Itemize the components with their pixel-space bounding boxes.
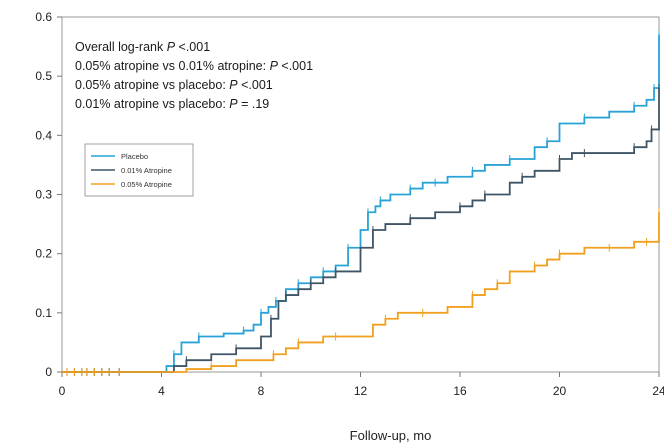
- series-line-1: [62, 88, 660, 373]
- x-tick-label: 24: [652, 384, 664, 398]
- stat-segment: Overall log-rank: [75, 40, 167, 54]
- stat-line-3: 0.01% atropine vs placebo: P = .19: [75, 97, 269, 111]
- stat-segment: <.001: [175, 40, 210, 54]
- x-axis-label: Follow-up, mo: [350, 428, 432, 443]
- legend-label: 0.05% Atropine: [121, 180, 172, 189]
- stat-segment: 0.05% atropine vs placebo:: [75, 78, 229, 92]
- axes: 0 0.1 0.2 0.3 0.4 0.5 0.6 0 4 8 12 16 20 24: [35, 10, 664, 398]
- stat-line-2: 0.05% atropine vs placebo: P <.001: [75, 78, 273, 92]
- stat-segment: 0.01% atropine vs placebo:: [75, 97, 229, 111]
- x-tick-label: 8: [258, 384, 265, 398]
- stat-line-0: Overall log-rank P <.001: [75, 40, 210, 54]
- series-layer: [62, 30, 660, 376]
- stat-segment: P: [229, 97, 238, 111]
- y-tick-label: 0.5: [35, 69, 52, 83]
- x-tick-label: 0: [59, 384, 66, 398]
- stat-segment: <.001: [238, 78, 273, 92]
- series-line-0: [62, 34, 660, 373]
- stat-segment: = .19: [238, 97, 270, 111]
- y-tick-label: 0.2: [35, 247, 52, 261]
- y-tick-label: 0.1: [35, 306, 52, 320]
- stat-segment: P: [270, 59, 279, 73]
- y-tick-label: 0.6: [35, 10, 52, 24]
- legend: Placebo 0.01% Atropine 0.05% Atropine: [84, 143, 194, 197]
- y-tick-label: 0.4: [35, 128, 52, 142]
- y-tick-label: 0: [45, 365, 52, 379]
- stat-segment: <.001: [278, 59, 313, 73]
- x-tick-label: 12: [354, 384, 368, 398]
- stat-segment: 0.05% atropine vs 0.01% atropine:: [75, 59, 270, 73]
- legend-label: Placebo: [121, 152, 148, 161]
- x-tick-label: 4: [158, 384, 165, 398]
- stat-segment: P: [229, 78, 238, 92]
- x-tick-label: 16: [453, 384, 467, 398]
- y-tick-label: 0.3: [35, 188, 52, 202]
- stat-segment: P: [167, 40, 176, 54]
- x-tick-label: 20: [553, 384, 567, 398]
- legend-label: 0.01% Atropine: [121, 166, 172, 175]
- stat-line-1: 0.05% atropine vs 0.01% atropine: P <.00…: [75, 59, 313, 73]
